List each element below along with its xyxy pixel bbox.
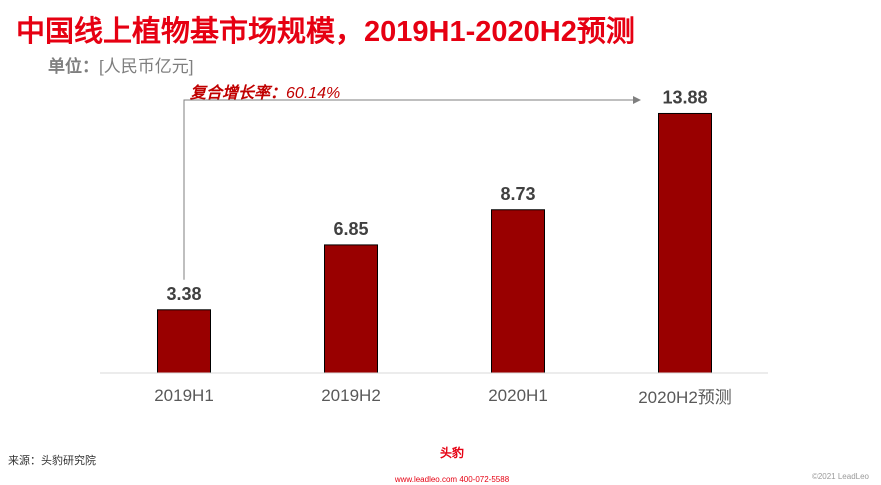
unit-label-prefix: 单位：: [48, 57, 99, 76]
x-tick-label-0: 2019H1: [154, 386, 214, 405]
unit-label: 单位：[人民币亿元]: [48, 52, 193, 77]
copyright: ©2021 LeadLeo: [811, 472, 869, 481]
bar-3: [658, 112, 712, 374]
x-tick-label-3: 2020H2预测: [638, 388, 732, 407]
bar-0: [157, 309, 211, 374]
cagr-annotation: 复合增长率：60.14%: [190, 79, 340, 103]
bar-2: [491, 209, 545, 374]
data-label-2: 8.73: [500, 184, 535, 204]
cagr-value: 60.14%: [286, 85, 341, 102]
source-note: 来源：头豹研究院: [8, 455, 96, 467]
contact-info: www.leadleo.com 400-072-5588: [394, 475, 510, 484]
page-title: 中国线上植物基市场规模，2019H1-2020H2预测: [16, 16, 635, 48]
cagr-label: 复合增长率：: [190, 85, 287, 102]
data-label-0: 3.38: [166, 284, 201, 304]
cagr-arrow: [183, 96, 641, 280]
data-label-3: 13.88: [662, 87, 707, 107]
unit-label-value: [人民币亿元]: [99, 57, 194, 76]
data-label-1: 6.85: [333, 219, 368, 239]
brand-logo: 头豹: [439, 446, 464, 460]
bar-1: [324, 244, 378, 374]
x-tick-label-2: 2020H1: [488, 386, 548, 405]
footer-brand-block: 头豹 www.leadleo.com 400-072-5588: [372, 444, 532, 484]
x-tick-label-1: 2019H2: [321, 386, 381, 405]
